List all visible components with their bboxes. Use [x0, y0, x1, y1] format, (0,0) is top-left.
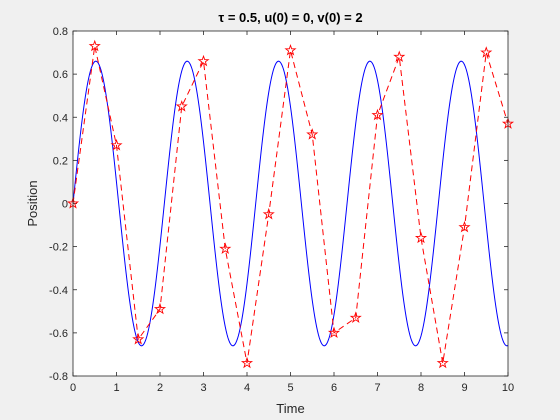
x-tick-label: 8 [418, 382, 424, 394]
series-red [66, 39, 515, 369]
y-tick-label: -0.6 [49, 328, 68, 340]
star-marker [306, 128, 319, 140]
axes-box [72, 30, 509, 377]
x-tick-label: 2 [157, 382, 163, 394]
blue-solid-line [72, 60, 509, 347]
y-tick-label: -0.2 [49, 242, 68, 254]
star-marker [480, 46, 493, 58]
y-tick-label: 0.4 [53, 112, 68, 124]
x-tick-label: 10 [502, 382, 514, 394]
red-dashed-line [72, 45, 509, 364]
star-marker [110, 138, 123, 151]
x-axis-label: Time [276, 401, 304, 416]
y-tick-label: 0.6 [53, 69, 68, 81]
star-marker [240, 356, 254, 369]
y-tick-label: -0.4 [49, 285, 68, 297]
y-tick-label: -0.8 [49, 371, 68, 383]
star-marker [349, 311, 362, 323]
star-marker [175, 100, 188, 112]
y-tick-label: 0 [62, 199, 68, 211]
plot-area [73, 31, 508, 376]
y-tick-label: 0.8 [53, 26, 68, 38]
star-marker [436, 356, 449, 369]
x-tick-label: 1 [113, 382, 119, 394]
star-marker [197, 54, 210, 67]
star-marker [393, 50, 406, 63]
x-tick-label: 4 [244, 382, 250, 394]
x-tick-label: 9 [461, 382, 467, 394]
x-tick-label: 3 [200, 382, 206, 394]
star-marker [284, 44, 297, 56]
star-marker [327, 326, 341, 339]
star-marker [414, 231, 428, 244]
x-tick-label: 6 [331, 382, 337, 394]
star-marker [458, 220, 471, 233]
y-axis-label: Position [25, 180, 40, 226]
star-marker [219, 242, 232, 254]
x-tick-label: 5 [287, 382, 293, 394]
star-marker [153, 302, 167, 315]
ticks: 0 1 2 3 4 5 6 7 8 9 10 -0.8 -0.6 -0.4 -0.2 0 0.2 0.4 0.6 0.… [49, 26, 514, 394]
x-tick-label: 0 [70, 382, 76, 394]
star-marker [88, 39, 101, 52]
series-blue [72, 60, 509, 347]
star-marker [371, 108, 384, 121]
chart-title: τ = 0.5, u(0) = 0, v(0) = 2 [218, 10, 362, 25]
x-tick-label: 7 [374, 382, 380, 394]
star-marker [262, 207, 275, 220]
y-tick-label: 0.2 [53, 155, 68, 167]
star-marker [132, 332, 145, 345]
